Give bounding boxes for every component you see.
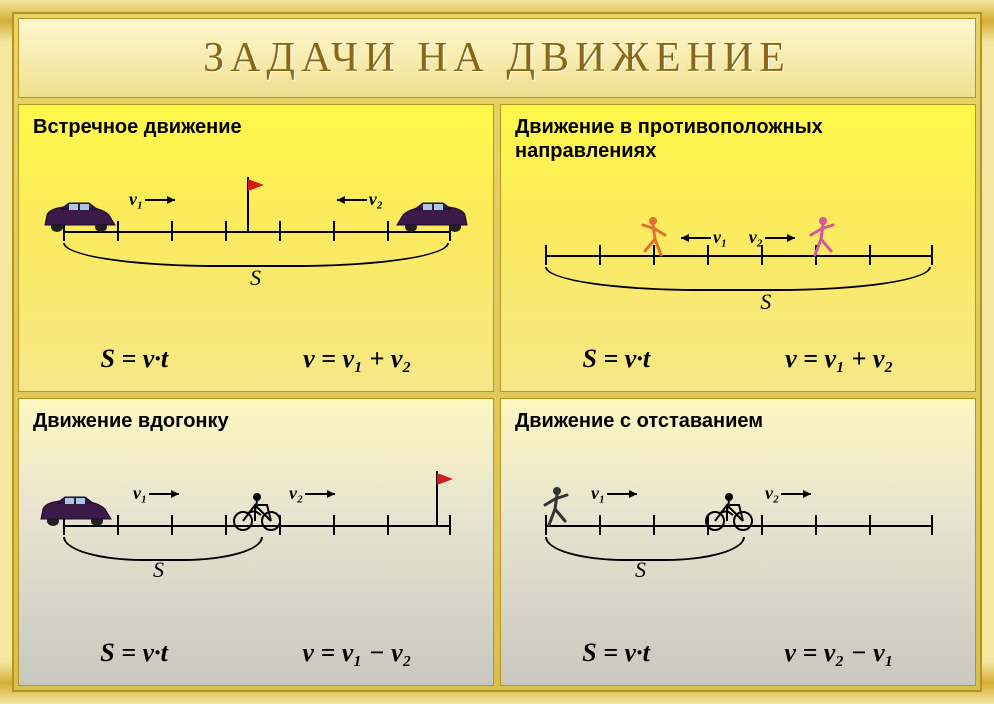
velocity-arrow-1: v₁ [591,483,643,504]
panel-heading: Встречное движение [33,115,479,139]
velocity-arrow-2: v₂ [765,483,817,504]
formula-s: S = v·t [583,344,651,374]
panel-heading: Движение с отставанием [515,409,961,433]
inner-frame: ЗАДАЧИ НА ДВИЖЕНИЕ Встречное движение [12,12,982,692]
v2-label: v₂ [765,483,779,504]
panel-opposite: Движение в противоположных направлениях … [500,104,976,392]
car-icon [39,493,115,532]
velocity-arrow-1: v₁ [133,483,185,504]
flag-icon [246,177,266,238]
formula-v: v = v₁ + v₂ [785,344,893,374]
formula-row: S = v·t v = v₁ − v₂ [33,627,479,679]
s-label: S [635,557,646,583]
s-label: S [760,289,771,315]
diagram-opposite: v₁ v₂ S [515,177,961,333]
diagram-lagging: v₁ v₂ S [515,447,961,627]
s-label: S [250,265,261,291]
formula-s: S = v·t [100,638,168,668]
formula-v: v = v₁ − v₂ [302,638,411,668]
runner-right-icon [807,215,841,264]
bike-icon [233,491,281,536]
bike-icon [705,491,753,536]
v1-label: v₁ [133,483,147,504]
velocity-arrow-2: v₂ [331,189,383,210]
v2-label: v₂ [289,483,303,504]
velocity-arrow-2: v₂ [749,227,801,248]
s-label: S [153,557,164,583]
formula-v: v = v₁ + v₂ [303,344,411,374]
distance-arc [63,243,449,267]
formula-s: S = v·t [101,344,169,374]
velocity-arrow-1: v₁ [675,227,727,248]
panel-oncoming: Встречное движение v₁ [18,104,494,392]
panel-lagging: Движение с отставанием v₁ [500,398,976,686]
title-bar: ЗАДАЧИ НА ДВИЖЕНИЕ [18,18,976,98]
v1-label: v₁ [591,483,605,504]
panel-heading: Движение вдогонку [33,409,479,433]
v1-label: v₁ [713,227,727,248]
diagram-pursuit: v₁ v₂ S [33,447,479,627]
v2-label: v₂ [369,189,383,210]
car-left-icon [43,199,119,238]
v2-label: v₂ [749,227,763,248]
v1-label: v₁ [129,189,143,210]
formula-row: S = v·t v = v₁ + v₂ [33,333,479,385]
poster-frame: ЗАДАЧИ НА ДВИЖЕНИЕ Встречное движение [0,0,994,704]
formula-s: S = v·t [582,638,650,668]
distance-arc [545,267,931,291]
number-line [545,255,931,257]
velocity-arrow-1: v₁ [129,189,181,210]
flag-icon [435,471,455,532]
panel-grid: Встречное движение v₁ [18,104,976,686]
panel-heading: Движение в противоположных направлениях [515,115,961,163]
car-right-icon [393,199,469,238]
runner-icon [541,485,575,534]
page-title: ЗАДАЧИ НА ДВИЖЕНИЕ [203,34,791,82]
formula-row: S = v·t v = v₂ − v₁ [515,627,961,679]
formula-v: v = v₂ − v₁ [784,638,893,668]
diagram-oncoming: v₁ v₂ S [33,153,479,333]
velocity-arrow-2: v₂ [289,483,341,504]
panel-pursuit: Движение вдогонку v₁ [18,398,494,686]
runner-left-icon [635,215,669,264]
formula-row: S = v·t v = v₁ + v₂ [515,333,961,385]
